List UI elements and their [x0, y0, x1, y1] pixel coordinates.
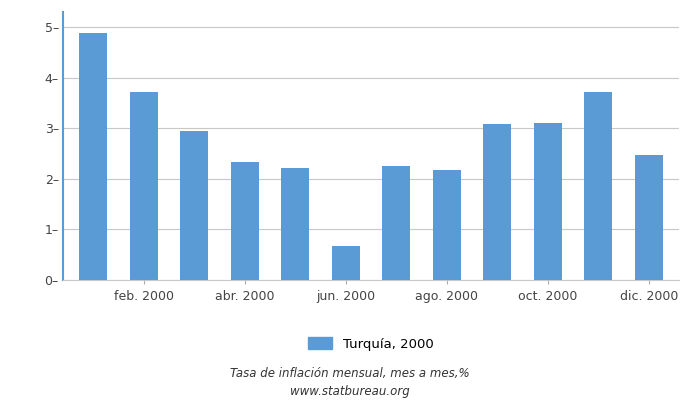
- Bar: [483, 124, 511, 280]
- Bar: [281, 168, 309, 280]
- Bar: [130, 92, 158, 280]
- Bar: [635, 154, 663, 280]
- Legend: Turquía, 2000: Turquía, 2000: [303, 332, 439, 356]
- Bar: [79, 33, 107, 280]
- Text: www.statbureau.org: www.statbureau.org: [290, 385, 410, 398]
- Bar: [382, 166, 410, 280]
- Bar: [231, 162, 259, 280]
- Text: Tasa de inflación mensual, mes a mes,%: Tasa de inflación mensual, mes a mes,%: [230, 368, 470, 380]
- Bar: [534, 123, 561, 280]
- Bar: [332, 246, 360, 280]
- Bar: [584, 92, 612, 280]
- Bar: [181, 131, 208, 280]
- Bar: [433, 170, 461, 280]
